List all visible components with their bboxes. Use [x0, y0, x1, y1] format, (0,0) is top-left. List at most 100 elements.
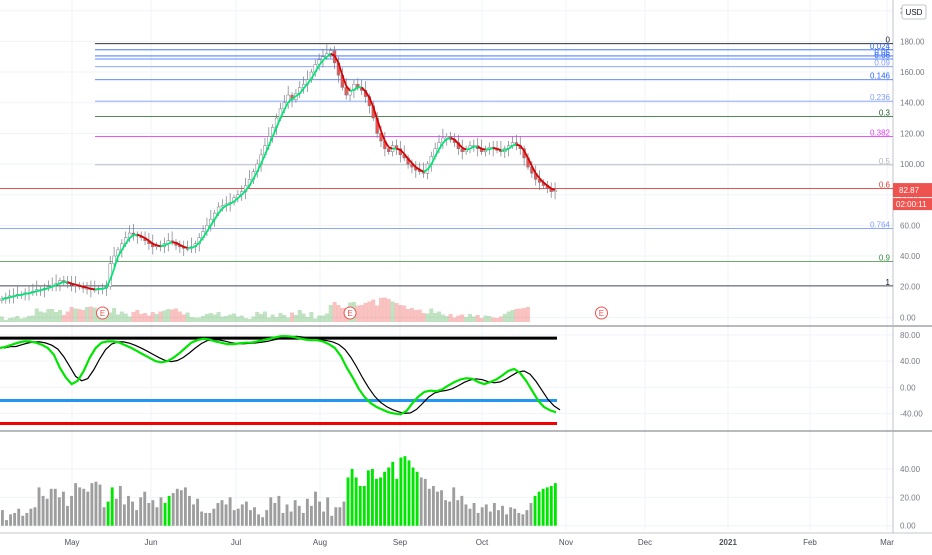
histogram-bar — [70, 495, 73, 526]
volume-bar — [390, 301, 395, 322]
histogram-bar — [488, 511, 492, 526]
histogram-bar — [541, 488, 545, 526]
volume-bar — [440, 314, 445, 322]
ma-segment — [318, 59, 324, 66]
fib-level-label: 0.146 — [870, 72, 891, 81]
ma-segment — [210, 218, 216, 226]
ma-segment — [302, 83, 309, 89]
volume-bar — [69, 307, 74, 322]
volume-bar — [146, 315, 151, 322]
ma-segment — [396, 147, 401, 151]
ma-segment — [442, 138, 448, 144]
volume-bar — [143, 313, 148, 322]
histogram-bar — [281, 512, 285, 526]
fib-level-label: 0.382 — [870, 128, 891, 137]
histogram-bar — [232, 510, 236, 526]
volume-bar — [274, 317, 279, 322]
ma-segment — [55, 282, 61, 286]
ma-segment — [198, 237, 204, 244]
histogram-bar — [448, 501, 452, 526]
histogram-bar — [143, 491, 147, 526]
ma-segment — [415, 166, 421, 171]
ma-segment — [271, 126, 278, 137]
ma-segment — [504, 147, 509, 152]
volume-bar — [247, 319, 252, 322]
ma-segment — [117, 249, 123, 257]
histogram-bar — [139, 497, 143, 526]
price-tick-label: 60.00 — [900, 221, 921, 230]
histogram-bar — [163, 503, 167, 526]
volume-bar — [85, 307, 90, 322]
ma-segment — [79, 284, 84, 288]
histogram-bar — [289, 511, 293, 526]
volume-bar — [487, 316, 492, 322]
ma-segment — [508, 144, 514, 150]
volume-bar — [11, 317, 16, 322]
volume-bar — [498, 316, 503, 322]
volume-bar — [115, 314, 120, 322]
earnings-event-label: E — [347, 309, 352, 318]
volume-bar — [189, 317, 194, 322]
ma-segment — [519, 145, 525, 152]
hist-tick-label: 20.00 — [900, 493, 921, 502]
moving-average — [1, 52, 556, 300]
histogram-bar — [257, 514, 261, 526]
candle-body — [460, 148, 464, 153]
ma-segment — [136, 233, 142, 237]
volume-bar — [398, 305, 403, 322]
ma-segment — [345, 85, 351, 92]
volume-bar — [467, 314, 472, 322]
fib-level-label: 0.236 — [870, 93, 891, 102]
volume-bar — [371, 299, 376, 322]
ma-segment — [194, 242, 200, 247]
histogram-bar — [334, 507, 338, 526]
currency-button[interactable] — [901, 4, 927, 20]
volume-bar — [266, 317, 271, 322]
histogram-bar — [118, 485, 122, 526]
volume-bar — [92, 307, 97, 322]
volume-bar — [328, 305, 333, 322]
histogram-bar — [391, 461, 395, 526]
ma-segment — [310, 71, 317, 80]
histogram-bar — [212, 508, 216, 526]
volume-bar — [259, 314, 264, 322]
histogram-bar — [78, 487, 82, 526]
volume-bar — [19, 318, 24, 322]
histogram-bar — [216, 503, 220, 526]
ma-segment — [333, 55, 340, 64]
volume-bar — [216, 312, 221, 322]
countdown-badge — [893, 198, 932, 211]
volume-bar — [73, 308, 78, 322]
histogram-bar — [90, 483, 94, 526]
ma-segment — [36, 289, 41, 293]
histogram-bar — [460, 495, 464, 526]
ma-segment — [32, 290, 37, 294]
volume-bar — [460, 314, 465, 322]
volume-bar — [270, 314, 275, 322]
histogram-bar — [456, 500, 460, 526]
ma-segment — [90, 287, 95, 291]
volume-bar — [220, 316, 225, 322]
volume-bar — [154, 314, 159, 322]
price-tick-label: 140.00 — [900, 99, 925, 108]
histogram-bar — [17, 508, 21, 526]
ma-segment — [465, 147, 471, 151]
ma-segment — [140, 235, 146, 239]
ma-segment — [28, 291, 34, 295]
fib-level-label: 0.5 — [879, 157, 891, 166]
histogram-bar — [114, 498, 118, 526]
volume-bar — [0, 316, 4, 322]
volume-bar — [491, 317, 496, 322]
ma-segment — [124, 237, 131, 245]
ma-segment — [71, 282, 76, 286]
histogram-bar — [82, 488, 86, 526]
histogram-bar — [41, 495, 45, 526]
histogram-bar — [366, 470, 370, 526]
histogram-bar — [273, 503, 277, 526]
volume-bar — [34, 308, 39, 322]
time-axis-label: Jul — [231, 538, 241, 547]
last-price-badge — [893, 183, 932, 198]
volume-bar — [239, 315, 244, 322]
